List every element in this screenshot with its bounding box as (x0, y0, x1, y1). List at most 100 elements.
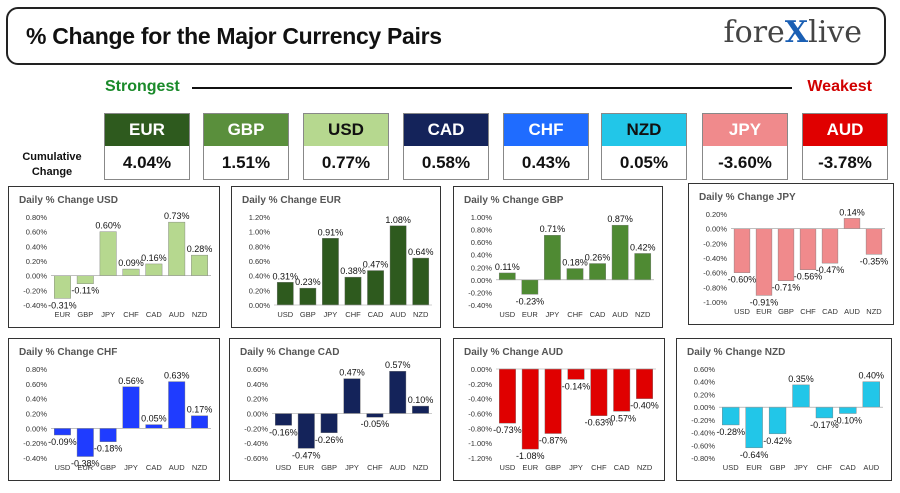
chart-panel-8: Daily % Change NZD -0.80% -0.60% -0.40% -0.2… (676, 338, 892, 481)
bar-gbp (544, 368, 562, 434)
tile-currency: USD (304, 114, 388, 146)
bar-gbp (76, 275, 94, 284)
bar-chf (566, 268, 584, 281)
data-label: -0.73% (493, 425, 522, 435)
chart-title: Daily % Change EUR (242, 195, 342, 206)
bar-chart: Daily % Change EUR0.00%0.20%0.40%0.60%0.… (242, 195, 433, 319)
y-tick-label: -0.40% (468, 395, 492, 404)
forexlive-logo: foreXlive (723, 15, 862, 50)
header-banner: % Change for the Major Currency Pairs fo… (6, 7, 886, 65)
data-label: -0.11% (71, 286, 99, 296)
bar-eur (297, 413, 315, 449)
y-tick-label: -0.60% (244, 454, 268, 463)
data-label: 0.23% (295, 277, 321, 287)
y-tick-label: -0.60% (468, 410, 492, 419)
y-tick-label: 0.80% (471, 226, 493, 235)
chart-panel-3: Daily % Change GBP -0.40% -0.20% 0.00% 0.20%… (453, 186, 663, 328)
y-tick-label: 0.20% (247, 395, 269, 404)
x-category-label: CAD (590, 310, 606, 319)
tile-value: -3.78% (818, 153, 872, 172)
tile-currency: CAD (404, 114, 488, 146)
bar-jpy (567, 368, 585, 380)
x-category-label: CAD (614, 463, 630, 472)
bar-jpy (343, 378, 361, 414)
x-category-label: GBP (77, 310, 93, 319)
tile-currency: EUR (105, 114, 189, 146)
y-tick-label: 0.40% (26, 395, 48, 404)
bar-eur (521, 368, 539, 450)
y-tick-label: -0.40% (691, 429, 715, 438)
x-category-label: CAD (146, 310, 162, 319)
x-category-label: AUD (612, 310, 628, 319)
bar-nzd (412, 405, 429, 414)
tile-value: 0.05% (619, 153, 669, 172)
x-category-label: CHF (367, 463, 383, 472)
chart-title: Daily % Change USD (19, 195, 118, 206)
bar-cad (589, 263, 606, 281)
chart-panel-6: Daily % Change CAD -0.60% -0.40% -0.20% 0.00… (229, 338, 441, 481)
data-label: 1.08% (385, 215, 411, 225)
x-category-label: GBP (545, 463, 561, 472)
y-tick-label: 0.60% (26, 380, 48, 389)
x-category-label: EUR (77, 463, 93, 472)
bar-usd (54, 428, 71, 436)
data-label: -0.56% (794, 272, 823, 282)
strongest-label: Strongest (105, 78, 180, 95)
data-label: -0.35% (860, 256, 889, 266)
bar-gbp (320, 413, 338, 433)
bar-aud (389, 371, 407, 414)
x-category-label: GBP (321, 463, 337, 472)
y-tick-label: 0.60% (26, 228, 48, 237)
data-label: -0.38% (71, 459, 100, 469)
data-label: -0.14% (562, 381, 591, 391)
data-label: 0.16% (141, 253, 167, 263)
tile-value: -3.60% (718, 153, 772, 172)
data-label: 0.18% (562, 258, 588, 268)
x-category-label: CHF (800, 307, 816, 316)
data-label: 0.47% (363, 260, 389, 270)
data-label: 0.11% (495, 262, 520, 272)
x-category-label: JPY (345, 463, 359, 472)
y-tick-label: -0.20% (23, 439, 47, 448)
bar-usd (499, 368, 516, 424)
bar-usd (275, 413, 292, 426)
y-tick-label: 1.20% (249, 213, 271, 222)
data-label: 0.28% (187, 244, 213, 254)
x-category-label: JPY (794, 463, 808, 472)
data-label: 0.42% (630, 242, 656, 252)
strength-scale-line (192, 87, 792, 89)
bar-jpy (99, 231, 117, 276)
x-category-label: EUR (756, 307, 772, 316)
x-category-label: CAD (840, 463, 856, 472)
y-tick-label: 0.00% (26, 272, 48, 281)
x-category-label: JPY (546, 310, 560, 319)
data-label: -0.91% (750, 297, 779, 307)
x-category-label: USD (734, 307, 750, 316)
x-category-label: CHF (591, 463, 607, 472)
y-tick-label: -0.40% (703, 254, 727, 263)
bar-nzd (412, 257, 430, 306)
y-tick-label: 0.00% (706, 225, 728, 234)
data-label: -0.40% (630, 401, 659, 411)
y-tick-label: 0.00% (471, 276, 493, 285)
currency-tile-eur: EUR 4.04% (104, 113, 190, 180)
bar-cad (145, 424, 163, 429)
data-label: -1.08% (516, 451, 545, 461)
y-tick-label: -0.20% (703, 239, 727, 248)
y-tick-label: 0.40% (694, 378, 716, 387)
data-label: -0.87% (539, 436, 568, 446)
data-label: 0.10% (408, 395, 434, 405)
bar-cad (145, 263, 163, 276)
bar-jpy (792, 384, 810, 408)
data-label: -0.17% (810, 420, 839, 430)
bar-aud (168, 221, 186, 276)
y-tick-label: 0.20% (26, 410, 48, 419)
data-label: 0.87% (607, 214, 633, 224)
x-category-label: JPY (101, 310, 115, 319)
x-category-label: AUD (844, 307, 860, 316)
x-category-label: EUR (746, 463, 762, 472)
tile-currency: GBP (204, 114, 288, 146)
bar-jpy (322, 238, 339, 306)
bar-eur (521, 279, 539, 295)
x-category-label: AUD (169, 463, 185, 472)
